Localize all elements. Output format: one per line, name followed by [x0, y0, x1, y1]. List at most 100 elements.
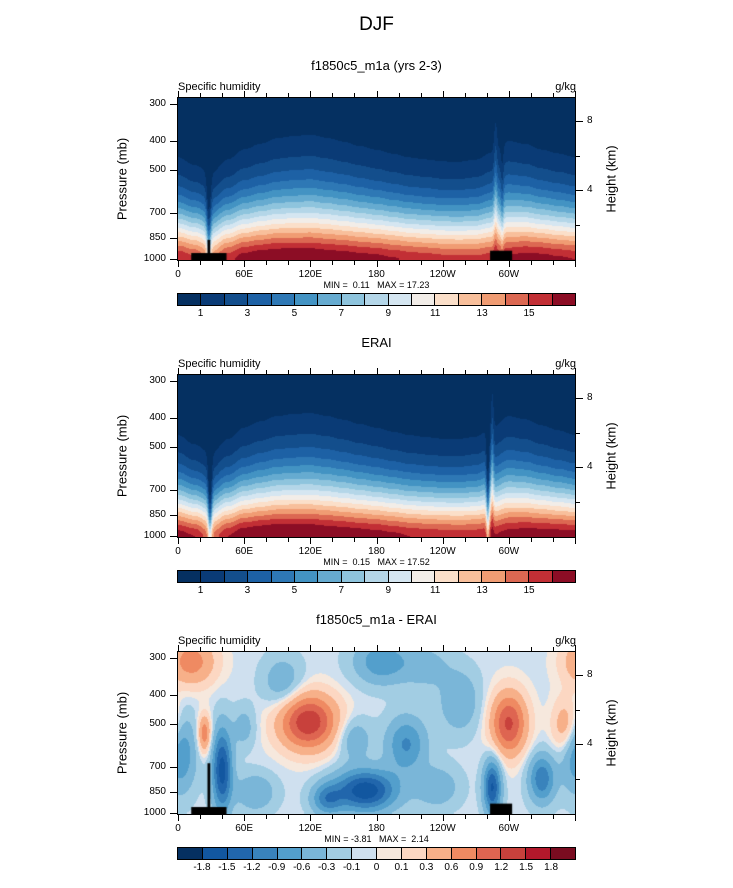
x-tick-label: 60W: [498, 823, 520, 834]
tick-mark: [200, 538, 201, 542]
units-label: g/kg: [555, 81, 576, 93]
tick-mark: [170, 658, 177, 659]
tick-mark: [222, 647, 223, 651]
tick-mark: [575, 815, 576, 821]
tick-mark: [421, 93, 422, 97]
tick-mark: [531, 647, 532, 651]
panel-title: f1850c5_m1a (yrs 2-3): [311, 58, 442, 73]
x-tick-label: 0: [175, 269, 181, 280]
x-tick-label: 0: [175, 823, 181, 834]
tick-mark: [244, 538, 245, 544]
colorbar-tick-label: 9: [385, 308, 392, 319]
colorbar-tick-label: 7: [338, 308, 345, 319]
colorbar-tick-label: 11: [429, 308, 441, 319]
colorbar-tick-label: -0.3: [318, 862, 336, 873]
tick-mark: [576, 433, 580, 434]
tick-mark: [170, 447, 177, 448]
tick-mark: [244, 91, 245, 97]
tick-mark: [266, 93, 267, 97]
tick-mark: [288, 647, 289, 651]
colorbar-segment: [425, 848, 451, 859]
tick-mark: [509, 91, 510, 97]
tick-mark: [531, 261, 532, 265]
minmax-label: MIN = 0.15 MAX = 17.52: [323, 557, 430, 567]
colorbar-segment: [411, 294, 435, 305]
tick-mark: [222, 538, 223, 542]
colorbar-segment: [340, 294, 365, 305]
tick-mark: [170, 792, 177, 793]
pressure-tick-label: 300: [149, 98, 166, 109]
tick-mark: [200, 261, 201, 265]
field-label: Specific humidity: [178, 358, 261, 370]
pressure-tick-label: 850: [149, 509, 166, 520]
tick-mark: [576, 675, 583, 676]
pressure-tick-label: 400: [149, 689, 166, 700]
tick-mark: [509, 815, 510, 821]
tick-mark: [170, 418, 177, 419]
colorbar-tick-label: 1: [197, 308, 204, 319]
height-tick-label: 8: [587, 115, 593, 126]
tick-mark: [178, 815, 179, 821]
tick-mark: [377, 91, 378, 97]
colorbar-tick-label: 3: [244, 308, 251, 319]
pressure-tick-label: 700: [149, 207, 166, 218]
tick-mark: [399, 815, 400, 819]
tick-mark: [170, 695, 177, 696]
colorbar-segment: [411, 571, 435, 582]
tick-mark: [354, 93, 355, 97]
colorbar-segment: [200, 571, 224, 582]
plot-area: [177, 374, 576, 538]
colorbar-tick-label: 9: [385, 585, 392, 596]
x-tick-label: 180: [368, 823, 385, 834]
colorbar-segment: [351, 848, 376, 859]
height-tick-label: 4: [587, 461, 593, 472]
tick-mark: [244, 261, 245, 267]
tick-mark: [576, 225, 580, 226]
contour-canvas: [178, 375, 575, 537]
colorbar-tick-label: 1.8: [544, 862, 559, 873]
tick-mark: [377, 815, 378, 821]
colorbar-segment: [504, 294, 529, 305]
colorbar-segment: [364, 571, 388, 582]
height-tick-label: 4: [587, 738, 593, 749]
tick-mark: [509, 368, 510, 374]
tick-mark: [266, 370, 267, 374]
tick-mark: [421, 370, 422, 374]
tick-mark: [487, 261, 488, 265]
colorbar-segment: [525, 848, 551, 859]
x-tick-label: 120E: [298, 823, 322, 834]
colorbar-segment: [223, 294, 248, 305]
tick-mark: [170, 259, 177, 260]
colorbar-segment: [387, 571, 412, 582]
tick-mark: [531, 370, 532, 374]
colorbar-tick-label: 0: [373, 862, 380, 873]
colorbar-segment: [294, 294, 318, 305]
tick-mark: [399, 538, 400, 542]
x-tick-label: 60W: [498, 546, 520, 557]
tick-mark: [170, 104, 177, 105]
tick-mark: [222, 261, 223, 265]
tick-mark: [332, 647, 333, 651]
tick-mark: [487, 93, 488, 97]
colorbar: [177, 570, 576, 583]
tick-mark: [465, 370, 466, 374]
pressure-tick-label: 850: [149, 232, 166, 243]
tick-mark: [266, 538, 267, 542]
tick-mark: [487, 815, 488, 819]
colorbar-segment: [251, 848, 277, 859]
pressure-tick-label: 400: [149, 412, 166, 423]
colorbar-tick-label: 5: [291, 308, 298, 319]
tick-mark: [266, 261, 267, 265]
tick-mark: [310, 261, 311, 267]
colorbar-tick-label: 0.6: [444, 862, 459, 873]
minmax-label: MIN = -3.81 MAX = 2.14: [324, 834, 429, 844]
tick-mark: [465, 647, 466, 651]
tick-mark: [575, 261, 576, 267]
x-tick-label: 120W: [429, 546, 456, 557]
colorbar: [177, 293, 576, 306]
tick-mark: [576, 502, 580, 503]
colorbar-tick-label: 13: [476, 308, 488, 319]
colorbar-segment: [317, 294, 341, 305]
x-tick-label: 120E: [298, 546, 322, 557]
tick-mark: [178, 368, 179, 374]
